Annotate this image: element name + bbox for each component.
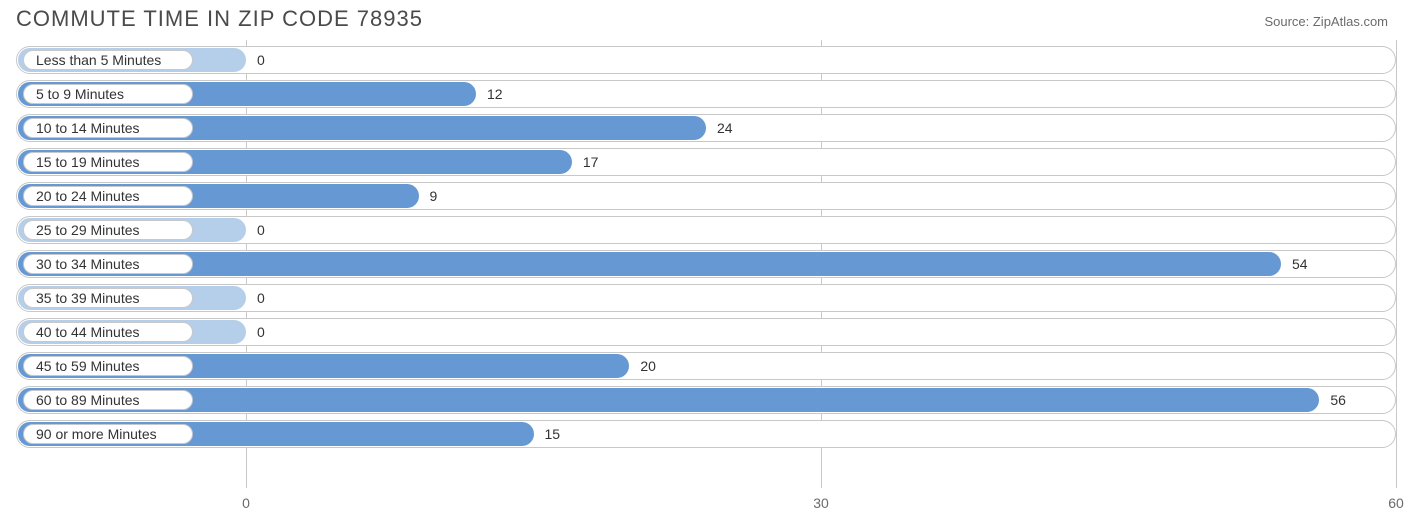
x-axis: 03060 xyxy=(16,495,1396,515)
axis-tick-label: 0 xyxy=(242,495,250,511)
value-label: 15 xyxy=(545,426,561,442)
value-label: 0 xyxy=(257,290,265,306)
axis-tick-label: 30 xyxy=(813,495,829,511)
commute-time-chart: COMMUTE TIME IN ZIP CODE 78935 Source: Z… xyxy=(0,0,1406,523)
value-label: 54 xyxy=(1292,256,1308,272)
value-label: 20 xyxy=(640,358,656,374)
category-label: 90 or more Minutes xyxy=(23,424,193,444)
value-label: 12 xyxy=(487,86,503,102)
bar-row: 15 to 19 Minutes 17 xyxy=(16,148,1396,176)
category-label: 15 to 19 Minutes xyxy=(23,152,193,172)
chart-header: COMMUTE TIME IN ZIP CODE 78935 Source: Z… xyxy=(16,6,1396,40)
category-label: 40 to 44 Minutes xyxy=(23,322,193,342)
bar-row: 5 to 9 Minutes 12 xyxy=(16,80,1396,108)
value-label: 24 xyxy=(717,120,733,136)
value-label: 56 xyxy=(1330,392,1346,408)
value-label: 17 xyxy=(583,154,599,170)
category-label: 10 to 14 Minutes xyxy=(23,118,193,138)
axis-tick-label: 60 xyxy=(1388,495,1404,511)
bar-row: 30 to 34 Minutes 54 xyxy=(16,250,1396,278)
bar-row: 40 to 44 Minutes 0 xyxy=(16,318,1396,346)
category-label: 25 to 29 Minutes xyxy=(23,220,193,240)
bar-rows: Less than 5 Minutes 0 5 to 9 Minutes 12 10 t… xyxy=(16,46,1396,448)
category-label: 20 to 24 Minutes xyxy=(23,186,193,206)
value-label: 0 xyxy=(257,52,265,68)
bar-row: 20 to 24 Minutes 9 xyxy=(16,182,1396,210)
gridline xyxy=(1396,40,1397,488)
category-label: 60 to 89 Minutes xyxy=(23,390,193,410)
bar-row: 90 or more Minutes 15 xyxy=(16,420,1396,448)
bar-row: 25 to 29 Minutes 0 xyxy=(16,216,1396,244)
bar-fill xyxy=(18,252,1281,276)
bar-row: 60 to 89 Minutes 56 xyxy=(16,386,1396,414)
bar-row: 10 to 14 Minutes 24 xyxy=(16,114,1396,142)
bar-row: 45 to 59 Minutes 20 xyxy=(16,352,1396,380)
bar-row: 35 to 39 Minutes 0 xyxy=(16,284,1396,312)
bar-fill xyxy=(18,388,1319,412)
plot-area: Less than 5 Minutes 0 5 to 9 Minutes 12 10 t… xyxy=(16,40,1396,488)
category-label: 30 to 34 Minutes xyxy=(23,254,193,274)
category-label: 35 to 39 Minutes xyxy=(23,288,193,308)
value-label: 9 xyxy=(430,188,438,204)
chart-source: Source: ZipAtlas.com xyxy=(1264,14,1388,29)
bar-row: Less than 5 Minutes 0 xyxy=(16,46,1396,74)
value-label: 0 xyxy=(257,222,265,238)
category-label: 45 to 59 Minutes xyxy=(23,356,193,376)
chart-title: COMMUTE TIME IN ZIP CODE 78935 xyxy=(16,6,423,32)
category-label: 5 to 9 Minutes xyxy=(23,84,193,104)
value-label: 0 xyxy=(257,324,265,340)
category-label: Less than 5 Minutes xyxy=(23,50,193,70)
